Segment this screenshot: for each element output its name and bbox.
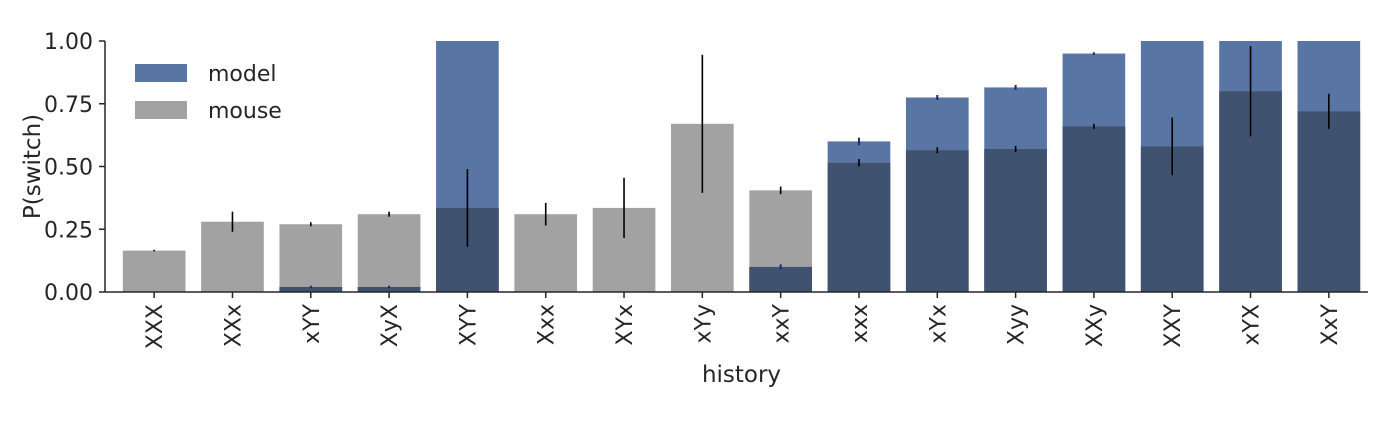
mouse-bar	[514, 214, 578, 292]
x-tick-label: xYY	[300, 303, 325, 343]
x-tick-label: XxY	[1318, 303, 1343, 345]
legend-swatch-mouse	[135, 101, 187, 119]
x-tick-label: xxY	[770, 303, 795, 343]
mouse-bar	[201, 221, 264, 292]
error-bars-layer	[153, 46, 1330, 289]
mouse-bar	[279, 224, 343, 292]
y-tick-label: 0.50	[44, 156, 93, 181]
x-tick-label: XXx	[221, 304, 246, 347]
y-tick-label: 0.00	[44, 281, 93, 306]
overlap-bar	[357, 286, 421, 292]
x-tick-label: XXY	[1161, 303, 1186, 347]
legend-swatch-model	[135, 64, 187, 82]
overlap-bar	[749, 266, 812, 292]
y-tick-label: 0.25	[44, 218, 93, 243]
overlap-bar	[827, 162, 891, 292]
overlap-bar	[905, 150, 969, 292]
legend: model mouse	[135, 62, 282, 124]
x-tick-label: xYX	[1240, 304, 1265, 346]
mouse-bar	[357, 214, 421, 292]
y-tick-label: 0.75	[44, 93, 93, 118]
x-tick-label: XyX	[378, 304, 403, 347]
overlap-bar	[279, 286, 343, 292]
x-tick-label: xYy	[691, 304, 716, 343]
legend-label-mouse: mouse	[208, 99, 282, 124]
x-tick-label: XXy	[1083, 304, 1108, 347]
x-ticks: XXX XXx xYY XyX XYY Xxx XYx xYy xxY xxx xYx Xyy XXy X…	[143, 292, 1343, 349]
x-tick-label: xxx	[848, 304, 873, 343]
bars-layer	[122, 41, 1361, 292]
x-tick-label: Xxx	[535, 304, 560, 345]
overlap-bar	[1062, 126, 1126, 292]
y-ticks: 0.00 0.25 0.50 0.75 1.00	[44, 30, 105, 306]
y-axis-label: P(switch)	[20, 114, 46, 219]
overlap-bar	[984, 148, 1047, 292]
legend-label-model: model	[208, 62, 277, 87]
x-tick-label: XXX	[143, 304, 168, 349]
x-tick-label: xYx	[926, 304, 951, 343]
x-tick-label: XYx	[613, 304, 638, 346]
x-tick-label: Xyy	[1005, 304, 1030, 345]
x-tick-label: XYY	[456, 303, 481, 346]
y-tick-label: 1.00	[44, 30, 93, 55]
overlap-bar	[1297, 111, 1361, 292]
mouse-bar	[122, 250, 186, 292]
x-axis-label: history	[702, 362, 781, 388]
